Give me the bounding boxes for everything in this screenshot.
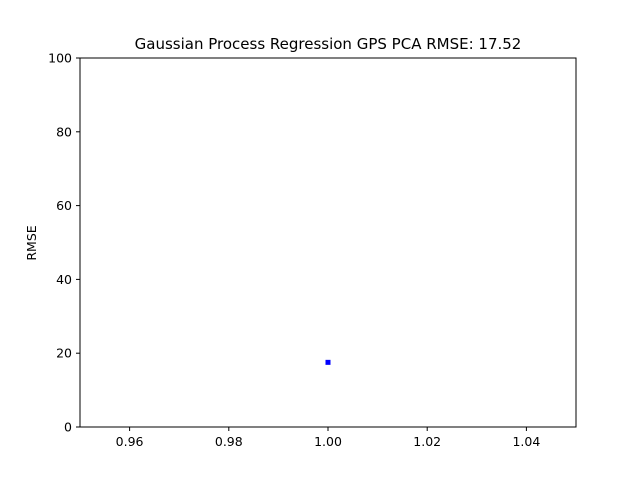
plot-frame: [79, 57, 577, 428]
data-points: [325, 359, 331, 365]
y-tick-label: 80: [56, 124, 72, 139]
x-axis: 0.96 0.98 1.00 1.02 1.04: [116, 427, 540, 449]
data-point: [325, 359, 331, 365]
chart-title: Gaussian Process Regression GPS PCA RMSE…: [135, 35, 522, 53]
x-tick-label: 0.96: [116, 434, 144, 449]
y-tick-label: 40: [56, 272, 72, 287]
y-tick-label: 0: [64, 420, 72, 435]
y-axis-label: RMSE: [24, 225, 39, 260]
y-tick-label: 60: [56, 198, 72, 213]
x-tick-label: 1.04: [512, 434, 540, 449]
x-tick-label: 0.98: [215, 434, 243, 449]
x-tick-label: 1.00: [314, 434, 342, 449]
y-axis: 0 20 40 60 80 100: [48, 51, 80, 435]
plot-area: [79, 57, 577, 428]
y-tick-label: 20: [56, 346, 72, 361]
y-tick-label: 100: [48, 51, 72, 66]
x-tick-label: 1.02: [413, 434, 441, 449]
